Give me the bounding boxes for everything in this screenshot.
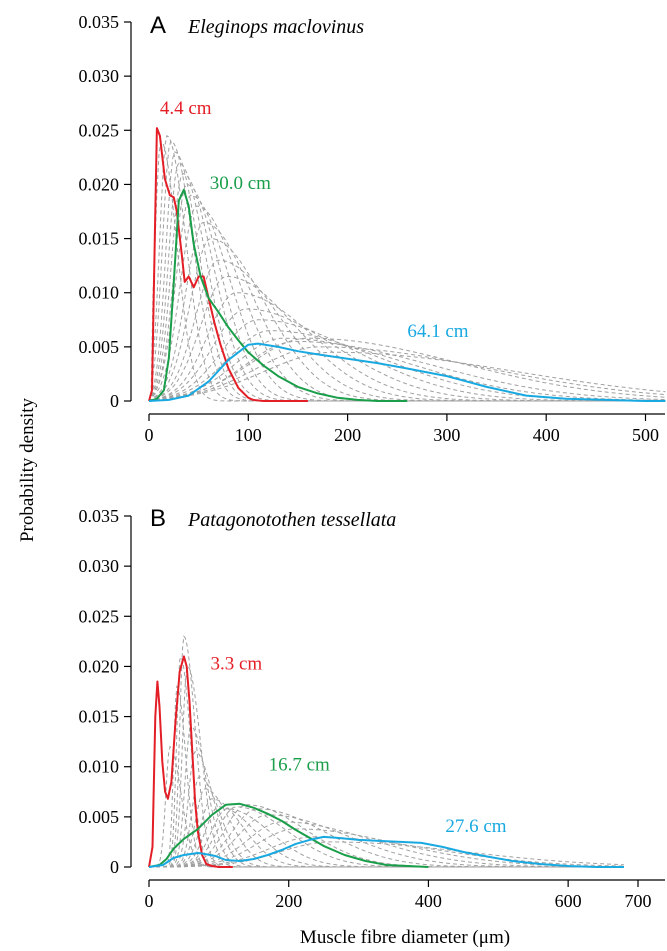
panel-a-y-tick-label: 0.035: [79, 12, 120, 32]
panel-a-individual-curve: [149, 221, 666, 402]
panel-a-individual-curve: [149, 337, 666, 402]
panel-a-individual-curve: [149, 194, 666, 402]
panel-b-y-tick-label: 0: [110, 857, 119, 877]
panel-a-individual-curve: [149, 346, 666, 402]
panel-a-individual-curve: [149, 205, 666, 402]
panel-b-series-167: [148, 802, 429, 868]
panel-b-x-tick-label: 200: [275, 891, 302, 911]
panel-b-x-tick-label: 700: [625, 891, 652, 911]
panel-a-species: Eleginops maclovinus: [187, 16, 364, 38]
panel-b-y-tick-label: 0.025: [79, 606, 120, 626]
panel-b-individual-curve: [149, 798, 624, 868]
panel-a-individual-curve: [149, 319, 666, 402]
panel-a-y-tick-label: 0.020: [79, 174, 120, 194]
panel-a-individual-curve: [149, 337, 666, 402]
panel-b-individual-curve: [149, 841, 624, 868]
panel-b-curve-label: 3.3 cm: [210, 653, 262, 674]
panel-a-individual-curve: [149, 173, 666, 402]
panel-b-y-tick-label: 0.005: [79, 807, 120, 827]
panel-a-x-tick-label: 0: [145, 425, 154, 445]
panel-b-x-tick-label: 600: [555, 891, 582, 911]
panel-a-curve-label: 30.0 cm: [210, 173, 271, 194]
panel-a-x-tick-label: 300: [433, 425, 460, 445]
panel-a-curve-label: 64.1 cm: [407, 321, 468, 342]
panel-b-y-tick-label: 0.030: [79, 556, 120, 576]
panel-b: B Patagonotothen tessellata 0 0.005 0.010 0…: [79, 505, 665, 911]
panel-a-individual-curve: [149, 292, 666, 402]
panel-b-species: Patagonotothen tessellata: [187, 509, 396, 531]
panel-a-y-tick-label: 0.030: [79, 66, 120, 86]
panel-b-letter: B: [150, 505, 166, 532]
panel-b-individual-curve: [149, 828, 624, 868]
panel-b-x-tick-label: 400: [415, 891, 442, 911]
panel-b-y-tick-label: 0.035: [79, 506, 120, 526]
panel-a-series-641: [148, 342, 666, 402]
panel-a-y-tick-label: 0.010: [79, 283, 120, 303]
panel-a-curve-label: 4.4 cm: [160, 98, 212, 119]
panel-a-individual-curve: [149, 340, 666, 402]
panel-b-y-tick-label: 0.015: [79, 707, 120, 727]
panel-a-x-tick-label: 400: [533, 425, 560, 445]
x-axis-label: Muscle fibre diameter (μm): [300, 927, 510, 948]
panel-b-curve-label: 16.7 cm: [269, 755, 330, 776]
panel-b-individual-curve: [149, 665, 624, 868]
panel-b-individual-curve: [149, 684, 624, 868]
y-axis-label: Probability density: [17, 397, 38, 542]
panel-b-curve-label: 27.6 cm: [445, 816, 506, 837]
panel-a-y-tick-label: 0.015: [79, 229, 120, 249]
panel-a-series-44: [148, 127, 308, 402]
panel-a-x-tick-label: 500: [632, 425, 659, 445]
panel-a-series-300: [148, 188, 408, 402]
panel-b-series-276: [148, 835, 624, 868]
panel-b-individual-curve: [149, 806, 624, 868]
panel-a-x-tick-label: 200: [334, 425, 361, 445]
panel-a-y-tick-label: 0.025: [79, 120, 120, 140]
panel-b-individual-curve: [149, 836, 624, 868]
panel-a-y-tick-label: 0.005: [79, 337, 120, 357]
panel-b-individual-curve: [149, 725, 624, 868]
panel-b-series-33: [148, 655, 233, 868]
panel-a-x-tick-label: 100: [235, 425, 262, 445]
panel-b-y-tick-label: 0.010: [79, 757, 120, 777]
panel-a-y-tick-label: 0: [110, 391, 119, 411]
panel-a-individual-curve: [149, 351, 666, 402]
panel-b-individual-curve: [149, 788, 624, 868]
panel-b-x-tick-label: 0: [145, 891, 154, 911]
panel-a-letter: A: [150, 12, 166, 39]
panel-a: A Eleginops maclovinus 0 0.005 0.010 0.015 0…: [79, 12, 666, 445]
panel-b-individual-curve: [149, 804, 624, 868]
panel-b-individual-curve: [149, 655, 624, 868]
panel-b-y-tick-label: 0.020: [79, 656, 120, 676]
